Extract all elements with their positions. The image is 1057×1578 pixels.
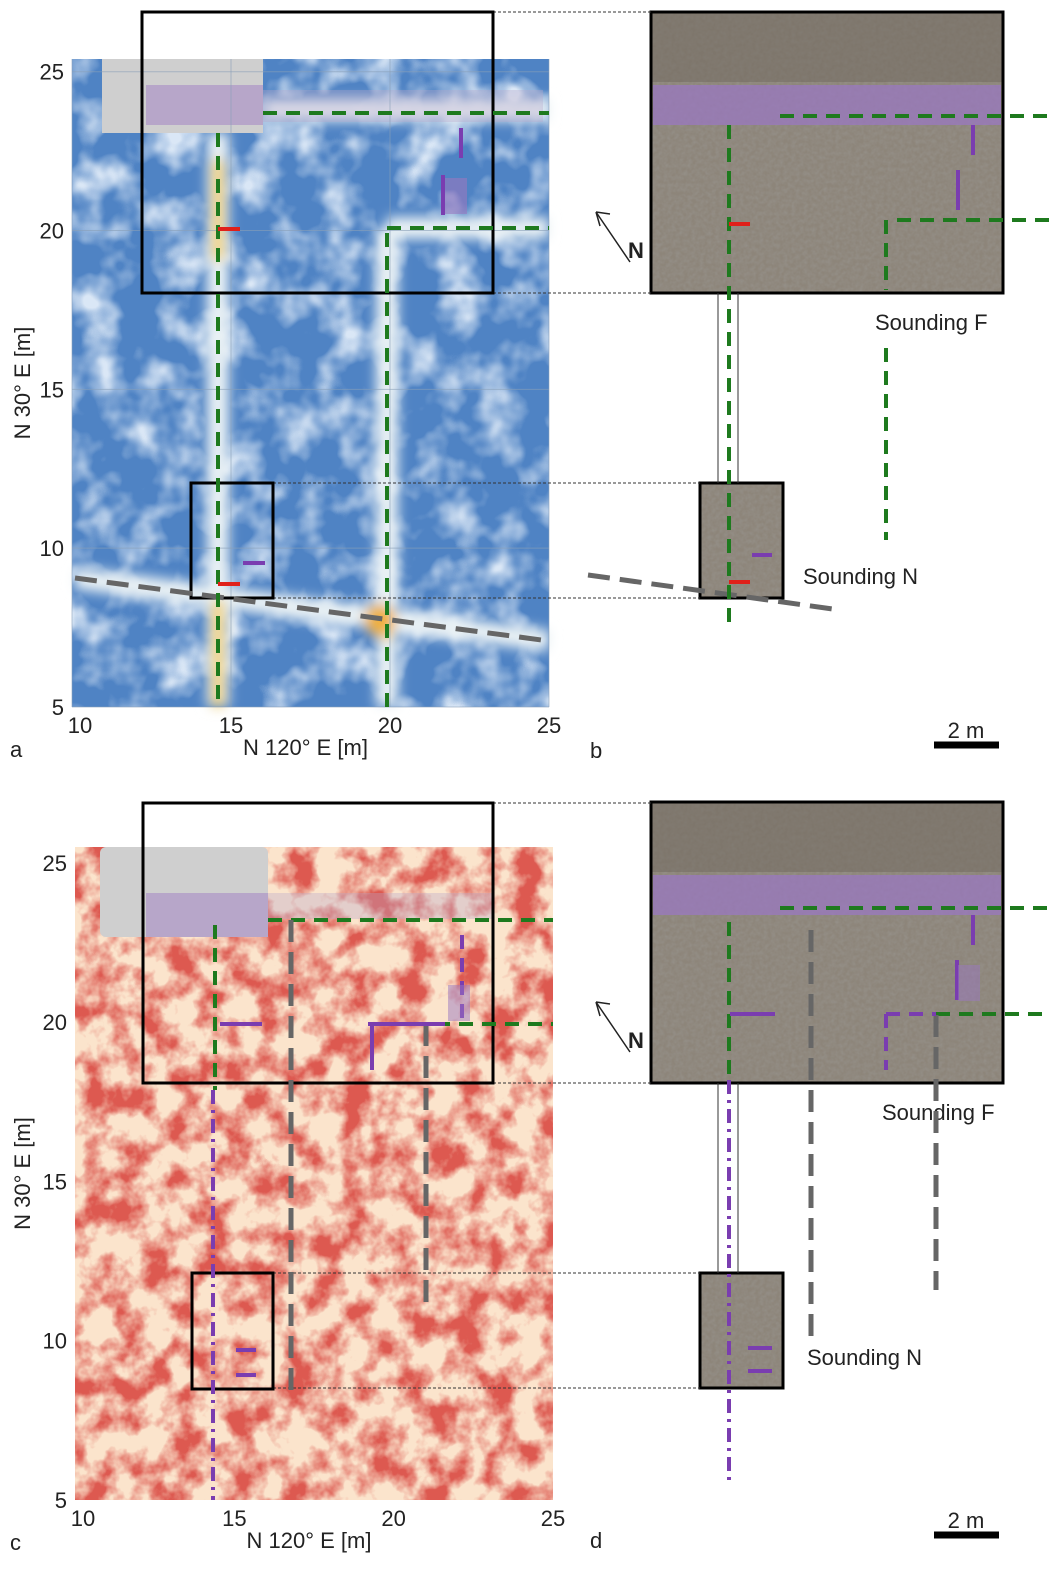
- scale-label: 2 m: [948, 1508, 985, 1533]
- y-tick-label: 15: [43, 1169, 67, 1194]
- y-tick-label: 15: [40, 377, 64, 402]
- north-arrow: [595, 211, 631, 263]
- sounding-label: Sounding N: [807, 1345, 922, 1370]
- orthophoto-texture: [700, 483, 783, 598]
- photo-frame: [649, 10, 1005, 295]
- north-label: N: [628, 1028, 644, 1053]
- photo-frame: [698, 1271, 785, 1390]
- north-arrow: [595, 1001, 631, 1053]
- excavation-edge: [651, 802, 1003, 872]
- panel-letter: c: [10, 1530, 21, 1555]
- wall-patch: [448, 985, 470, 1021]
- photo-frame: [698, 481, 785, 600]
- wall: [653, 85, 1001, 125]
- sounding-label: Sounding N: [803, 564, 918, 589]
- x-tick-label: 25: [541, 1506, 565, 1531]
- panel-letter: b: [590, 738, 602, 763]
- photo-frame: [649, 800, 1005, 1085]
- wall: [146, 85, 263, 125]
- x-tick-label: 20: [378, 713, 402, 738]
- wall: [268, 893, 493, 919]
- frame: [140, 10, 495, 295]
- panel-letter: d: [590, 1528, 602, 1553]
- x-tick-label: 20: [381, 1506, 405, 1531]
- y-axis-label: N 30° E [m]: [10, 1117, 35, 1230]
- frame: [141, 801, 495, 1085]
- frame: [189, 481, 275, 600]
- scale-label: 2 m: [948, 718, 985, 743]
- y-tick-label: 25: [43, 851, 67, 876]
- frame: [190, 1271, 275, 1391]
- sounding-label: Sounding F: [875, 310, 988, 335]
- y-tick-label: 10: [43, 1329, 67, 1354]
- x-axis-label: N 120° E [m]: [243, 735, 368, 760]
- x-tick-label: 15: [222, 1506, 246, 1531]
- y-tick-label: 10: [40, 536, 64, 561]
- x-tick-label: 10: [68, 713, 92, 738]
- wall: [146, 893, 268, 937]
- x-axis-label: N 120° E [m]: [247, 1528, 372, 1553]
- y-tick-label: 20: [43, 1010, 67, 1035]
- excavation-edge: [651, 12, 1003, 82]
- grey-line: [74, 575, 550, 644]
- y-tick-label: 5: [55, 1488, 67, 1513]
- y-tick-label: 20: [40, 219, 64, 244]
- wall-patch: [958, 965, 980, 1001]
- x-tick-label: 25: [537, 713, 561, 738]
- y-tick-label: 25: [40, 60, 64, 85]
- x-tick-label: 15: [219, 713, 243, 738]
- wall-patch: [445, 178, 467, 214]
- y-axis-label: N 30° E [m]: [10, 327, 35, 440]
- grey-line: [587, 572, 841, 613]
- wall: [263, 90, 543, 122]
- y-tick-label: 5: [52, 695, 64, 720]
- orthophoto-texture: [700, 1273, 783, 1388]
- north-label: N: [628, 238, 644, 263]
- panel-letter: a: [10, 737, 23, 762]
- heatmap-texture: [75, 847, 553, 1500]
- x-tick-label: 10: [71, 1506, 95, 1531]
